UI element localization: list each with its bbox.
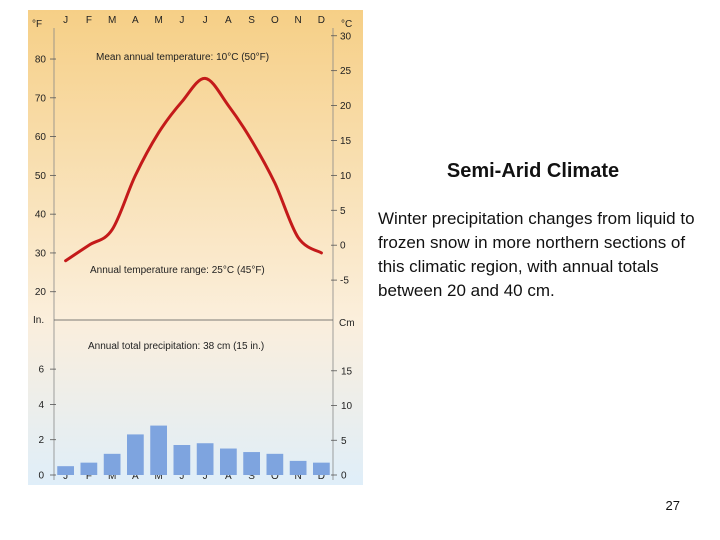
month-label-top: J	[63, 15, 68, 26]
temperature-left-tick-label: 20	[35, 287, 47, 298]
climograph-chart: °F °C In. Cm Mean annual temperature: 10…	[28, 10, 363, 485]
month-label-top: M	[108, 15, 116, 26]
precipitation-bar	[150, 425, 167, 475]
precipitation-bar	[103, 453, 121, 475]
temperature-left-tick-label: 60	[35, 132, 47, 143]
precipitation-right-tick-label: 0	[341, 471, 347, 482]
temperature-range-label: Annual temperature range: 25°C (45°F)	[90, 265, 265, 276]
precipitation-left-tick-label: 6	[38, 365, 44, 376]
precipitation-total-label: Annual total precipitation: 38 cm (15 in…	[88, 341, 264, 352]
left-temp-unit: °F	[32, 19, 42, 30]
precipitation-bar	[313, 462, 330, 475]
month-label-bottom: N	[295, 471, 302, 482]
temperature-panel-background	[28, 10, 363, 320]
precipitation-bar	[196, 443, 214, 475]
precipitation-right-ticks: 0 5 10 15	[331, 366, 353, 482]
month-label-bottom: F	[86, 471, 92, 482]
temperature-left-tick-label: 30	[35, 248, 47, 259]
month-label-top: N	[295, 15, 302, 26]
temperature-left-tick-label: 80	[35, 55, 47, 66]
temperature-right-tick-label: -5	[340, 276, 349, 287]
precipitation-bar	[57, 466, 74, 475]
temperature-left-ticks: 20 30 40 50 60 70 80	[35, 55, 56, 298]
temperature-right-tick-label: 25	[340, 66, 352, 77]
precipitation-bar	[127, 434, 144, 475]
right-precip-unit: Cm	[339, 318, 355, 329]
temperature-right-tick-label: 20	[340, 101, 352, 112]
precipitation-right-tick-label: 5	[341, 436, 347, 447]
precipitation-right-tick-label: 10	[341, 401, 353, 412]
month-label-bottom: M	[108, 471, 116, 482]
month-label-bottom: O	[271, 471, 279, 482]
precipitation-bar	[266, 453, 284, 475]
month-label-top: F	[86, 15, 92, 26]
slide-title: Semi-Arid Climate	[446, 160, 620, 182]
month-label-top: J	[179, 15, 184, 26]
page-number: 27	[665, 498, 680, 513]
precipitation-bar	[80, 462, 98, 475]
month-label-top: D	[318, 15, 325, 26]
temperature-right-tick-label: 30	[340, 31, 352, 42]
temperature-right-ticks: -5 0 5 10 15 20 25 30	[331, 31, 352, 287]
left-precip-unit: In.	[33, 315, 44, 326]
precipitation-left-tick-label: 4	[38, 400, 44, 411]
month-label-top: J	[203, 15, 208, 26]
month-label-top: A	[225, 15, 232, 26]
month-label-bottom: J	[203, 471, 208, 482]
precipitation-bar	[220, 448, 237, 475]
month-label-bottom: S	[248, 471, 255, 482]
precipitation-bar	[243, 452, 260, 475]
temperature-right-tick-label: 15	[340, 136, 352, 147]
month-label-bottom: A	[225, 471, 232, 482]
precipitation-bar	[289, 460, 307, 475]
month-label-top: A	[132, 15, 139, 26]
month-label-bottom: M	[154, 471, 162, 482]
slide-body-text: Winter precipitation changes from liquid…	[378, 209, 695, 300]
month-label-top: S	[248, 15, 255, 26]
precipitation-left-tick-label: 0	[38, 471, 44, 482]
temperature-right-tick-label: 0	[340, 241, 346, 252]
mean-temperature-label: Mean annual temperature: 10°C (50°F)	[96, 52, 269, 63]
precipitation-bar	[173, 445, 191, 475]
month-label-top: M	[154, 15, 162, 26]
month-label-bottom: D	[318, 471, 325, 482]
temperature-right-tick-label: 5	[340, 206, 346, 217]
precipitation-right-tick-label: 15	[341, 366, 353, 377]
temperature-left-tick-label: 40	[35, 210, 47, 221]
precipitation-panel-background	[28, 320, 363, 485]
month-label-top: O	[271, 15, 279, 26]
temperature-left-tick-label: 50	[35, 171, 47, 182]
right-temp-unit: °C	[341, 19, 352, 30]
temperature-right-tick-label: 10	[340, 171, 352, 182]
temperature-left-tick-label: 70	[35, 93, 47, 104]
precipitation-left-tick-label: 2	[38, 435, 44, 446]
month-label-bottom: J	[63, 471, 68, 482]
month-label-bottom: J	[179, 471, 184, 482]
precipitation-bars	[57, 425, 330, 475]
precipitation-left-ticks: 0 2 4 6	[38, 365, 56, 482]
temperature-line	[64, 76, 323, 263]
month-label-bottom: A	[132, 471, 139, 482]
